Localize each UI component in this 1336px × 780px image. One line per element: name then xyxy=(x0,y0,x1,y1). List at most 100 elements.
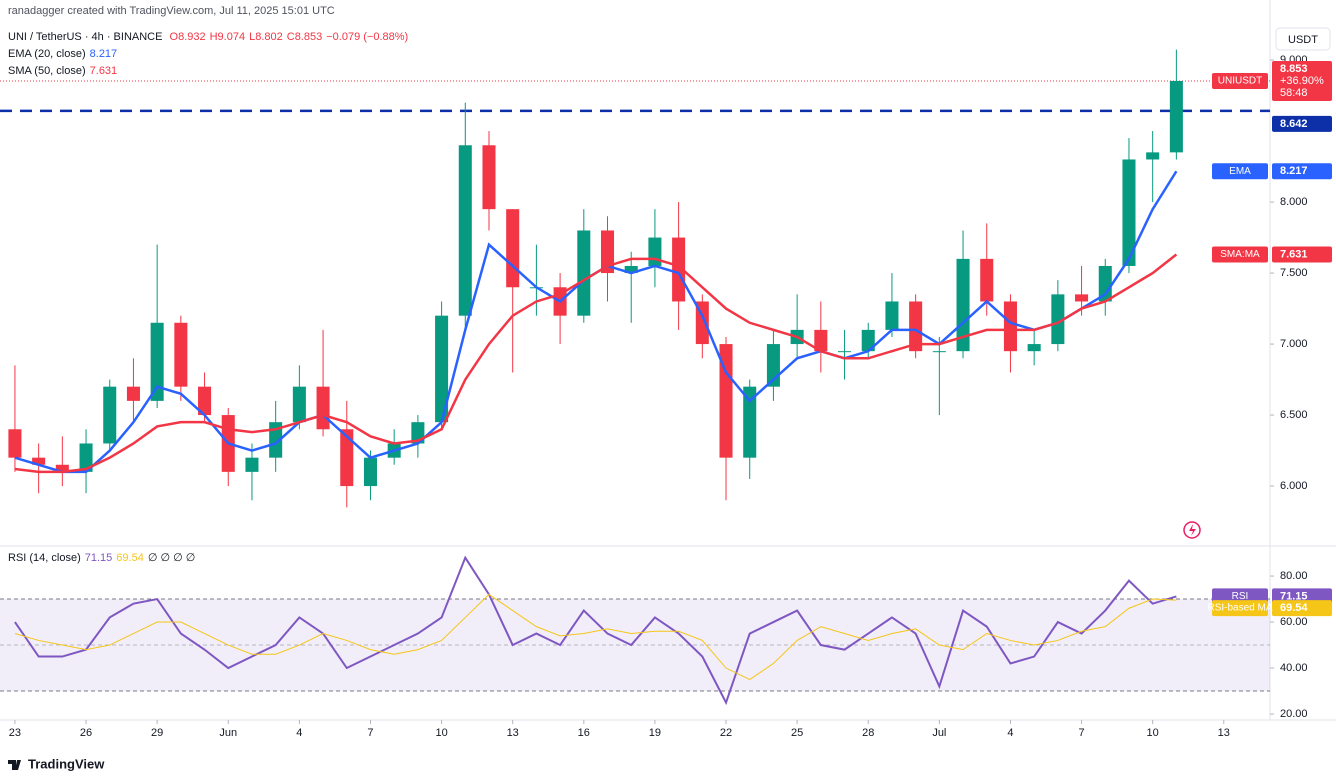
x-tick-label: 7 xyxy=(367,727,373,739)
indicator-line xyxy=(14,253,1178,474)
candle-body xyxy=(1146,152,1160,160)
symbol-line: UNI / TetherUS · 4h · BINANCE O8.932 H9.0… xyxy=(8,31,416,43)
candle-body xyxy=(292,386,306,423)
rsi-tag-label: RSI xyxy=(1232,591,1249,602)
candle-body xyxy=(909,301,923,352)
y-tick-label: 6.000 xyxy=(1280,480,1308,492)
candle-body xyxy=(363,457,377,487)
y-tick-label: 6.500 xyxy=(1280,409,1308,421)
indicator-tag-value: 7.631 xyxy=(1280,248,1308,260)
x-tick-label: 28 xyxy=(862,727,874,739)
candle-body xyxy=(956,258,970,352)
indicator-tag-label: EMA xyxy=(1229,166,1251,177)
x-tick-label: 19 xyxy=(649,727,661,739)
indicator-tag-box xyxy=(1272,163,1332,180)
x-tick-label: 25 xyxy=(791,727,803,739)
x-tick-label: 22 xyxy=(720,727,732,739)
last-price-change: +36.90% xyxy=(1280,75,1324,87)
indicator-value: 8.217 xyxy=(89,48,118,60)
indicator-name: SMA (50, close) xyxy=(8,65,86,77)
rsi-value: 71.15 xyxy=(84,552,113,564)
rsi-placeholders: ∅ ∅ ∅ ∅ xyxy=(147,552,196,564)
currency-box xyxy=(1275,27,1331,51)
currency: USDT xyxy=(1288,34,1318,46)
ohlc-field: O8.932 xyxy=(169,31,206,43)
x-tick-label: 16 xyxy=(578,727,590,739)
candle-body xyxy=(245,457,259,472)
candle-body xyxy=(814,329,828,352)
candle-body xyxy=(600,230,615,274)
rsi-tag-label-box xyxy=(1212,600,1268,617)
candle-body xyxy=(269,422,283,458)
candle-body xyxy=(1169,80,1183,153)
level-tag-box xyxy=(1272,115,1332,132)
tv-logo xyxy=(8,760,21,770)
rsi-line xyxy=(14,593,1177,681)
x-tick-label: 13 xyxy=(1218,727,1230,739)
candle-body xyxy=(458,145,472,316)
ema-legend: EMA (20, close) 8.217 xyxy=(8,48,121,60)
rsi-name: RSI (14, close) xyxy=(8,552,81,564)
indicator-tag-label: SMA:MA xyxy=(1220,249,1260,260)
candle-body xyxy=(435,315,449,423)
x-tick-label: 23 xyxy=(9,727,21,739)
indicator-tag-value: 8.217 xyxy=(1280,165,1308,177)
candle-body xyxy=(103,386,117,444)
candle-body xyxy=(719,344,733,458)
y-tick-label: 80.00 xyxy=(1280,570,1308,582)
indicator-name: EMA (20, close) xyxy=(8,48,86,60)
ohlc-field: −0.079 (−0.88%) xyxy=(326,31,409,43)
attribution: ranadagger created with TradingView.com,… xyxy=(8,5,335,17)
rsi-tag-label: RSI-based MA xyxy=(1207,603,1272,614)
candle-body xyxy=(126,386,140,401)
ohlc-field: C8.853 xyxy=(286,31,323,43)
alert-bolt xyxy=(1189,524,1196,536)
y-tick-label: 40.00 xyxy=(1280,662,1308,674)
ohlc-field: L8.802 xyxy=(249,31,283,43)
rsi-tag-value: 69.54 xyxy=(1280,602,1308,614)
candle-body xyxy=(624,265,638,274)
candle-body xyxy=(79,443,93,472)
candle-body xyxy=(648,237,662,266)
y-tick-label: 20.00 xyxy=(1280,708,1308,720)
candle-body xyxy=(1122,159,1136,266)
indicator-value: 7.631 xyxy=(89,65,118,77)
x-tick-label: Jun xyxy=(219,727,237,739)
sma-legend: SMA (50, close) 7.631 xyxy=(8,65,121,77)
candle-body xyxy=(316,386,330,430)
y-tick-label: 60.00 xyxy=(1280,616,1308,628)
candle-body xyxy=(932,351,946,353)
candle-body xyxy=(861,329,875,352)
candle-body xyxy=(1075,294,1089,302)
rsi-legend: RSI (14, close) 71.15 69.54 ∅ ∅ ∅ ∅ xyxy=(8,551,199,564)
candle-body xyxy=(55,464,69,472)
rsi-line xyxy=(14,555,1177,706)
candle-body xyxy=(32,457,46,465)
y-tick-label: 8.000 xyxy=(1280,196,1308,208)
candle-body xyxy=(1027,344,1041,352)
x-tick-label: 10 xyxy=(1147,727,1159,739)
ohlc: O8.932 H9.074 L8.802 C8.853 −0.079 (−0.88%) xyxy=(170,31,413,43)
last-price-tag-value: 8.853 xyxy=(1280,63,1308,75)
last-price-tag-box xyxy=(1272,60,1332,101)
x-tick-label: 4 xyxy=(1007,727,1013,739)
level-tag-value: 8.642 xyxy=(1280,118,1308,130)
last-price-tag-label-box xyxy=(1212,72,1268,89)
indicator-tag-label-box xyxy=(1212,163,1268,180)
candle-body xyxy=(150,322,164,401)
x-tick-label: 13 xyxy=(507,727,519,739)
symbol-title: UNI / TetherUS · 4h · BINANCE xyxy=(8,31,163,43)
x-tick-label: 26 xyxy=(80,727,92,739)
candle-body xyxy=(506,209,520,288)
indicator-line xyxy=(14,170,1178,474)
x-tick-label: 10 xyxy=(435,727,447,739)
rsi-value: 69.54 xyxy=(116,552,144,564)
alert-icon[interactable] xyxy=(1183,521,1201,539)
last-price-countdown: 58:48 xyxy=(1280,87,1308,99)
candle-body xyxy=(980,258,994,302)
candle-body xyxy=(8,429,22,458)
footer-brand: TradingView xyxy=(28,756,105,771)
y-tick-label: 7.000 xyxy=(1280,338,1308,350)
